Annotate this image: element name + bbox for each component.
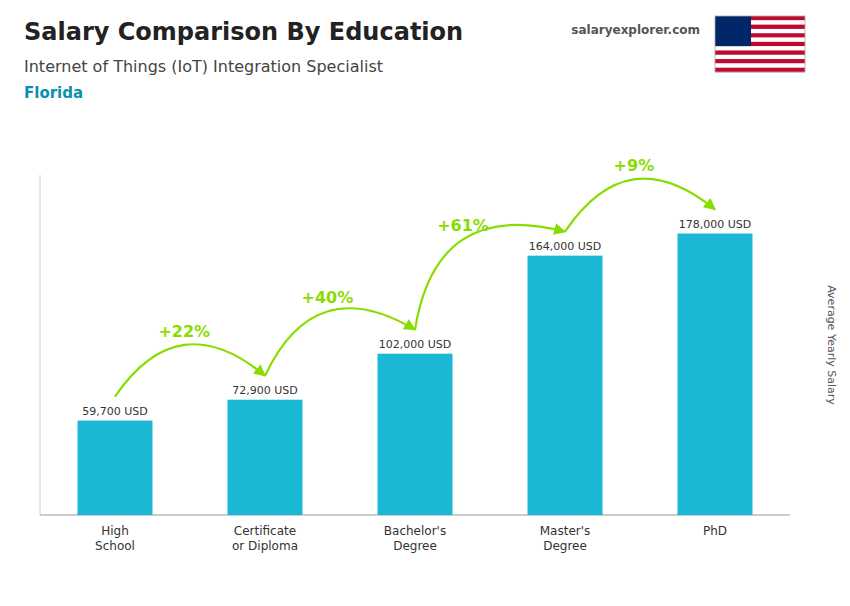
- chart: Salary Comparison By Education Internet o…: [0, 0, 850, 606]
- title: Salary Comparison By Education: [24, 18, 463, 46]
- subtitle: Internet of Things (IoT) Integration Spe…: [24, 57, 383, 76]
- flag-stripe: [715, 55, 805, 60]
- change-arrow: [115, 344, 265, 396]
- data-label: 164,000 USD: [529, 240, 602, 253]
- location: Florida: [24, 84, 83, 102]
- x-tick-label: Bachelor'sDegree: [384, 524, 446, 553]
- source: salaryexplorer.com: [571, 23, 700, 37]
- x-tick-label-line: PhD: [703, 524, 727, 538]
- change-arrow: [565, 179, 715, 232]
- bar: [378, 354, 453, 515]
- flag: [715, 16, 805, 72]
- change-label: +9%: [614, 156, 655, 175]
- bar: [78, 421, 153, 515]
- flag-border: [715, 16, 805, 72]
- bar: [528, 256, 603, 515]
- change-label: +22%: [158, 322, 210, 341]
- x-tick-label: PhD: [703, 524, 727, 538]
- x-tick-label: Certificateor Diploma: [232, 524, 298, 553]
- x-tick-label-line: High: [101, 524, 129, 538]
- x-tick-label-line: Degree: [543, 539, 587, 553]
- x-tick-label-line: Degree: [393, 539, 437, 553]
- x-tick-label: Master'sDegree: [540, 524, 591, 553]
- x-tick-label-line: School: [95, 539, 135, 553]
- change-arrow: [415, 225, 565, 330]
- change-arrow: [265, 308, 415, 375]
- flag-canton: [715, 16, 751, 46]
- change-label: +61%: [437, 216, 489, 235]
- x-tick-label-line: Master's: [540, 524, 591, 538]
- change-label: +40%: [301, 288, 353, 307]
- y-axis-label: Average Yearly Salary: [825, 285, 838, 405]
- x-tick-label-line: Certificate: [234, 524, 296, 538]
- flag-stripe: [715, 46, 805, 51]
- bar: [228, 400, 303, 515]
- flag-stripe: [715, 50, 805, 55]
- data-label: 102,000 USD: [379, 338, 452, 351]
- bars: [78, 234, 753, 515]
- flag-stripe: [715, 59, 805, 64]
- x-tick-label: HighSchool: [95, 524, 135, 553]
- flag-stripe: [715, 68, 805, 73]
- x-tick-label-line: Bachelor's: [384, 524, 446, 538]
- data-label: 178,000 USD: [679, 218, 752, 231]
- data-label: 59,700 USD: [82, 405, 148, 418]
- flag-stripe: [715, 63, 805, 68]
- x-tick-label-line: or Diploma: [232, 539, 298, 553]
- y-axis-line: [40, 175, 41, 515]
- data-label: 72,900 USD: [232, 384, 298, 397]
- bar: [678, 234, 753, 515]
